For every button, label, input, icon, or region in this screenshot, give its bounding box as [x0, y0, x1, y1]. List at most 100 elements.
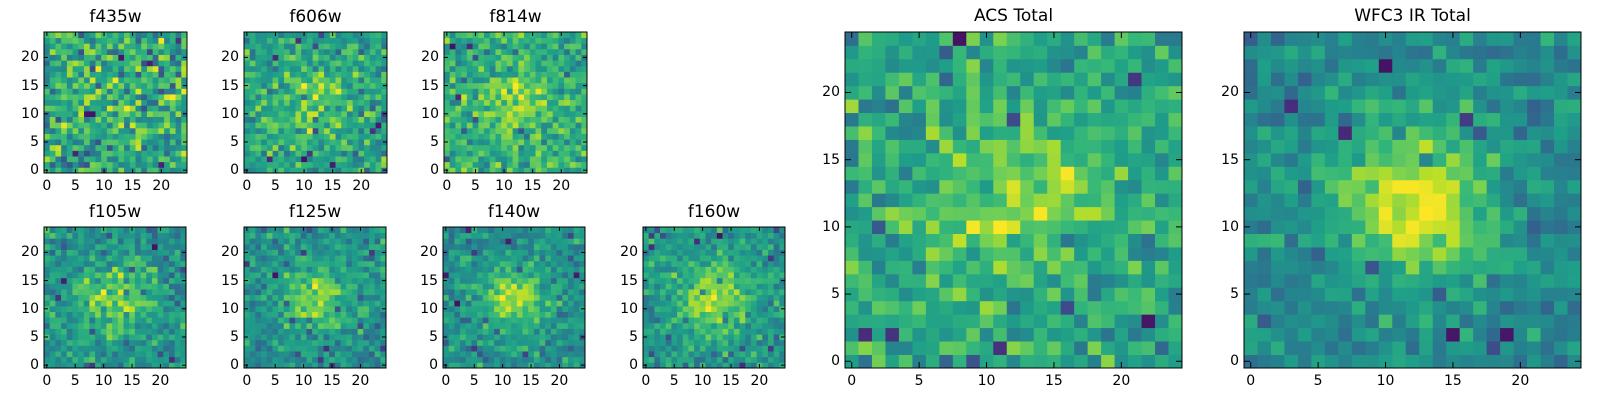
- heatmap-cell: [129, 243, 136, 250]
- heatmap-cell: [979, 287, 994, 302]
- heatmap-cell: [158, 127, 165, 134]
- heatmap-cell: [660, 232, 667, 239]
- heatmap-cell: [925, 206, 940, 221]
- heatmap-cell: [1101, 341, 1115, 355]
- heatmap-cell: [284, 105, 291, 112]
- heatmap-cell: [255, 294, 262, 301]
- heatmap-cell: [129, 272, 136, 279]
- heatmap-cell: [562, 272, 569, 279]
- heatmap-cell: [1087, 247, 1102, 261]
- heatmap-cell: [1074, 327, 1089, 342]
- heatmap-cell: [140, 249, 147, 256]
- heatmap-cell: [49, 94, 56, 101]
- heatmap-cell: [66, 322, 73, 329]
- heatmap-cell: [140, 238, 147, 245]
- heatmap-cell: [163, 322, 170, 329]
- heatmap-cell: [61, 122, 68, 129]
- heatmap-cell: [375, 110, 382, 117]
- heatmap-cell: [533, 272, 540, 279]
- y-tick-label: 0: [230, 162, 239, 179]
- heatmap-cell: [357, 322, 364, 329]
- heatmap-cell: [465, 345, 472, 352]
- heatmap-cell: [488, 300, 495, 307]
- heatmap-cell: [739, 243, 746, 250]
- heatmap-cell: [705, 328, 712, 335]
- heatmap-cell: [665, 345, 672, 352]
- heatmap-cell: [506, 127, 514, 134]
- heatmap-cell: [55, 122, 62, 129]
- heatmap-cell: [505, 283, 512, 290]
- heatmap-cell: [979, 260, 994, 275]
- heatmap-cell: [688, 238, 695, 245]
- heatmap-cell: [472, 161, 479, 168]
- heatmap-cell: [329, 243, 336, 250]
- heatmap-cell: [364, 139, 371, 146]
- heatmap-cell: [665, 289, 672, 296]
- heatmap-cell: [665, 317, 672, 324]
- heatmap-cell: [518, 71, 525, 78]
- heatmap-cell: [66, 82, 73, 89]
- heatmap-cell: [278, 266, 285, 273]
- heatmap-cell: [283, 283, 290, 290]
- heatmap-cell: [688, 328, 695, 335]
- heatmap-cell: [488, 255, 495, 262]
- heatmap-cell: [1128, 260, 1142, 275]
- heatmap-cell: [312, 94, 319, 101]
- heatmap-cell: [106, 88, 114, 95]
- heatmap-cell: [750, 345, 757, 352]
- heatmap-cell: [124, 37, 131, 44]
- heatmap-cell: [101, 122, 108, 129]
- heatmap-cell: [374, 345, 381, 352]
- heatmap-cell: [939, 220, 954, 234]
- heatmap-cell: [83, 356, 90, 363]
- heatmap-cell: [49, 150, 56, 157]
- heatmap-cell: [284, 99, 291, 106]
- heatmap-cell: [484, 37, 491, 44]
- heatmap-cell: [488, 266, 495, 273]
- heatmap-cell: [449, 65, 456, 72]
- heatmap-cell: [993, 273, 1008, 288]
- heatmap-cell: [898, 300, 913, 315]
- heatmap-cell: [722, 317, 729, 324]
- heatmap-cell: [529, 139, 536, 146]
- heatmap-cell: [581, 43, 588, 50]
- heatmap-cell: [255, 334, 262, 341]
- heatmap-cell: [688, 232, 695, 239]
- heatmap-cell: [44, 99, 51, 106]
- heatmap-cell: [573, 311, 580, 318]
- y-tick-label: 5: [230, 328, 239, 345]
- heatmap-cell: [993, 233, 1008, 248]
- heatmap-cell: [562, 345, 569, 352]
- heatmap-cell: [499, 249, 506, 256]
- heatmap-cell: [306, 317, 313, 324]
- heatmap-cell: [363, 266, 370, 273]
- heatmap-cell: [89, 345, 96, 352]
- heatmap-cell: [283, 339, 290, 346]
- heatmap-cell: [301, 110, 308, 117]
- heatmap-cell: [767, 305, 775, 312]
- heatmap-cell: [266, 266, 273, 273]
- heatmap-cell: [95, 122, 102, 129]
- heatmap-cell: [484, 156, 491, 163]
- heatmap-cell: [506, 48, 514, 55]
- heatmap-cell: [472, 105, 479, 112]
- heatmap-cell: [335, 54, 342, 61]
- heatmap-cell: [858, 354, 873, 369]
- heatmap-cell: [168, 289, 176, 296]
- heatmap-cell: [528, 356, 535, 363]
- heatmap-cell: [767, 283, 775, 290]
- heatmap-cell: [665, 334, 672, 341]
- heatmap-cell: [1141, 193, 1156, 208]
- heatmap-cell: [168, 255, 176, 262]
- heatmap-cell: [460, 328, 467, 335]
- heatmap-cell: [351, 334, 358, 341]
- heatmap-cell: [665, 294, 672, 301]
- heatmap-cell: [912, 300, 927, 315]
- heatmap-cell: [323, 311, 330, 318]
- heatmap-cell: [112, 266, 119, 273]
- heatmap-cell: [312, 127, 319, 134]
- heatmap-cell: [472, 122, 479, 129]
- heatmap-cell: [579, 238, 586, 245]
- heatmap-cell: [101, 144, 108, 151]
- heatmap-cell: [444, 94, 451, 101]
